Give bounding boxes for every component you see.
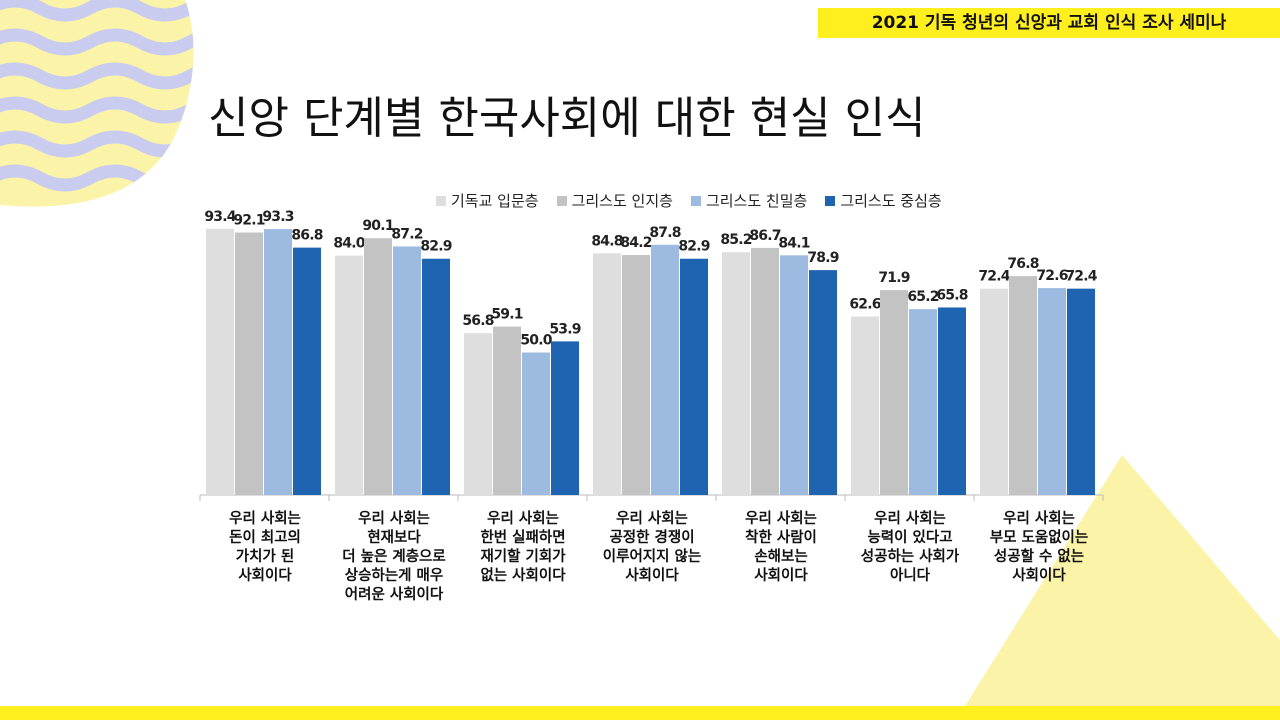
data-label: 76.8 [1007, 256, 1038, 272]
bar [938, 307, 966, 495]
data-label: 65.8 [936, 287, 967, 303]
bar [680, 258, 708, 495]
bar [235, 232, 263, 495]
data-label: 65.2 [907, 289, 938, 305]
bar [651, 244, 679, 495]
data-label: 84.8 [591, 233, 622, 249]
category-label: 우리 사회는 능력이 있다고 성공하는 사회가 아니다 [860, 511, 960, 584]
bar [206, 228, 234, 495]
data-label: 72.4 [1065, 269, 1097, 285]
data-label: 71.9 [878, 270, 909, 286]
legend-item: 그리스도 중심층 [825, 190, 942, 211]
data-label: 62.6 [849, 297, 880, 313]
data-label: 84.2 [620, 235, 651, 251]
chart-legend: 기독교 입문층 그리스도 인지층 그리스도 친밀층 그리스도 중심층 [436, 190, 942, 211]
data-label: 90.1 [362, 218, 393, 234]
legend-item: 그리스도 인지층 [556, 190, 673, 211]
bar [809, 270, 837, 495]
data-label: 56.8 [462, 313, 493, 329]
bar [980, 288, 1008, 495]
data-label: 87.8 [649, 225, 680, 241]
data-label: 82.9 [420, 239, 451, 255]
data-label: 93.3 [262, 209, 293, 225]
data-label: 84.0 [333, 236, 365, 252]
data-label: 84.1 [778, 235, 809, 251]
bar [780, 255, 808, 495]
category-label: 우리 사회는 한번 실패하면 재기할 기회가 없는 사회이다 [480, 511, 566, 584]
data-label: 72.6 [1036, 268, 1067, 284]
data-label: 78.9 [807, 250, 838, 266]
legend-swatch [556, 195, 567, 206]
bar [551, 341, 579, 495]
legend-item: 기독교 입문층 [436, 190, 539, 211]
data-label: 53.9 [549, 321, 580, 337]
legend-swatch [436, 195, 446, 206]
legend-label: 그리스도 중심층 [840, 192, 942, 210]
data-label: 87.2 [391, 226, 422, 242]
bar [622, 255, 650, 495]
data-label: 82.9 [678, 239, 709, 255]
bar [751, 247, 779, 495]
wave-decoration [0, 0, 194, 207]
data-label: 85.2 [720, 232, 751, 248]
bar [1038, 288, 1066, 495]
legend-swatch [825, 195, 836, 206]
data-label: 59.1 [491, 307, 522, 323]
bottom-accent-bar [0, 706, 1280, 720]
seminar-title: 2021 기독 청년의 신앙과 교회 인식 조사 세미나 [818, 8, 1280, 38]
legend-item: 그리스도 친밀층 [690, 190, 808, 211]
legend-label: 그리스도 친밀층 [705, 192, 808, 210]
bar [1067, 288, 1095, 495]
bar [722, 252, 750, 495]
bar [522, 352, 550, 495]
legend-label: 그리스도 인지층 [571, 192, 673, 210]
category-label: 우리 사회는 돈이 최고의 가치가 된 사회이다 [229, 511, 301, 584]
data-label: 86.8 [291, 228, 322, 244]
bar [393, 246, 421, 495]
bar [422, 258, 450, 495]
category-label: 우리 사회는 공정한 경쟁이 이루어지지 않는 사회이다 [602, 511, 702, 584]
category-label: 우리 사회는 부모 도움없이는 성공할 수 없는 사회이다 [989, 511, 1089, 584]
bar [880, 290, 908, 495]
data-label: 50.0 [520, 333, 552, 349]
data-label: 93.4 [204, 209, 236, 225]
data-label: 86.7 [749, 228, 780, 244]
page-title: 신앙 단계별 한국사회에 대한 현실 인식 [208, 93, 926, 144]
category-label: 우리 사회는 현재보다 더 높은 계층으로 상승하는게 매우 어려운 사회이다 [342, 511, 446, 603]
data-label: 92.1 [233, 213, 264, 229]
data-label: 72.4 [978, 269, 1010, 285]
bar [293, 247, 321, 495]
bar [264, 229, 292, 495]
legend-swatch [690, 195, 701, 206]
bar [493, 326, 521, 495]
bar [593, 253, 621, 495]
bar [364, 238, 392, 495]
legend-label: 기독교 입문층 [451, 192, 539, 210]
bar [1009, 276, 1037, 495]
category-label: 우리 사회는 착한 사람이 손해보는 사회이다 [745, 511, 817, 584]
bar [909, 309, 937, 495]
bar [851, 316, 879, 495]
bar [464, 333, 492, 495]
bar [335, 255, 363, 495]
